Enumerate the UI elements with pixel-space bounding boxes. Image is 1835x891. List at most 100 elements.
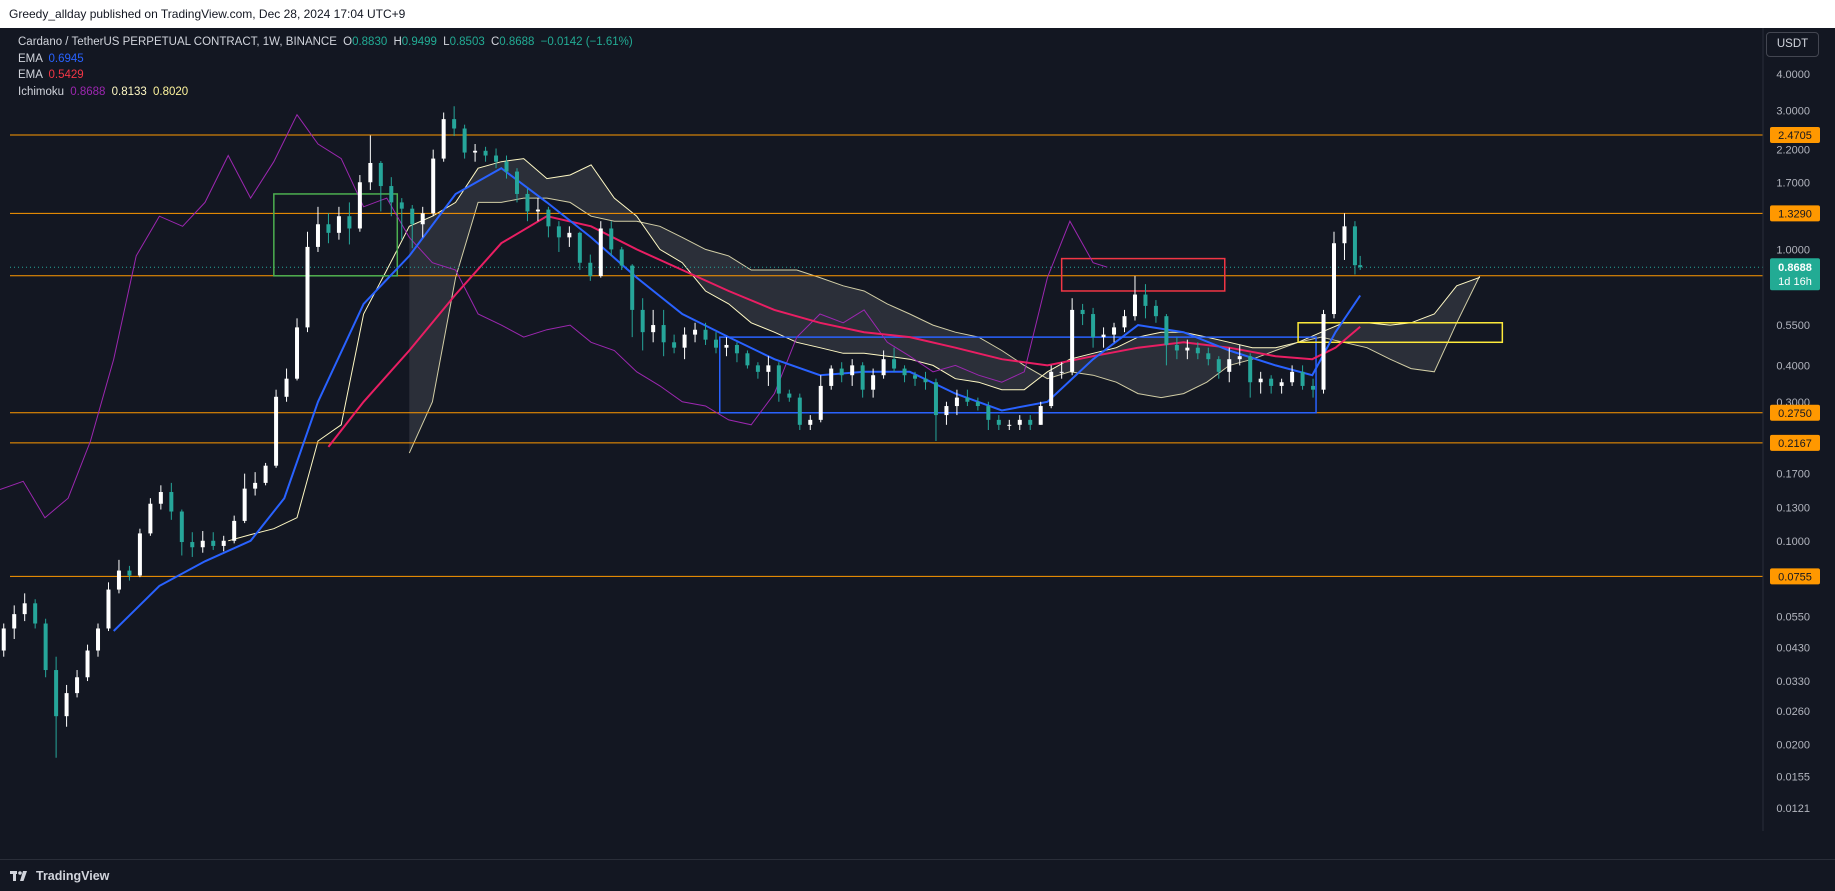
candle[interactable] [776, 362, 781, 402]
blue-zone-box[interactable] [718, 336, 1317, 414]
candle[interactable] [200, 531, 205, 553]
candle[interactable] [661, 309, 666, 357]
candle[interactable] [242, 473, 247, 524]
candle[interactable] [1206, 347, 1211, 366]
candle[interactable] [389, 177, 394, 217]
candle[interactable] [630, 264, 635, 338]
candle[interactable] [378, 161, 383, 212]
candle[interactable] [452, 106, 457, 137]
ema-fast-line[interactable] [112, 167, 1362, 632]
candle[interactable] [336, 206, 341, 240]
candle[interactable] [1070, 298, 1075, 376]
candle[interactable] [965, 389, 970, 407]
candle[interactable] [755, 362, 760, 379]
candle[interactable] [818, 375, 823, 423]
candle[interactable] [902, 365, 907, 383]
candle[interactable] [933, 378, 938, 441]
candle[interactable] [577, 231, 582, 270]
candle[interactable] [797, 393, 802, 430]
candle[interactable] [514, 168, 519, 203]
candle[interactable] [1038, 401, 1043, 425]
candle[interactable] [850, 359, 855, 386]
candle[interactable] [598, 221, 603, 278]
candle[interactable] [399, 198, 404, 240]
candle[interactable] [1311, 378, 1316, 398]
candle[interactable] [871, 368, 876, 398]
legend-ichimoku[interactable]: Ichimoku 0.8688 0.8133 0.8020 [18, 84, 633, 101]
candle[interactable] [975, 397, 980, 411]
yellow-zone-box[interactable] [1297, 322, 1504, 344]
candle[interactable] [640, 298, 645, 351]
legend-ema-fast[interactable]: EMA 0.6945 [18, 51, 633, 68]
candle[interactable] [734, 342, 739, 363]
candle[interactable] [1269, 375, 1274, 394]
candle[interactable] [892, 347, 897, 372]
candle[interactable] [1216, 356, 1221, 379]
candle[interactable] [1112, 322, 1117, 343]
candle[interactable] [986, 401, 991, 430]
candle[interactable] [357, 175, 362, 232]
candle[interactable] [1143, 284, 1148, 319]
candle[interactable] [672, 334, 677, 354]
candle[interactable] [326, 213, 331, 244]
candle[interactable] [441, 112, 446, 162]
candle[interactable] [106, 582, 111, 632]
candle[interactable] [116, 559, 121, 594]
candle[interactable] [1091, 307, 1096, 348]
candle[interactable] [546, 206, 551, 238]
candle[interactable] [1279, 378, 1284, 394]
candle[interactable] [1101, 327, 1106, 348]
candle[interactable] [12, 605, 17, 640]
candle[interactable] [1331, 231, 1336, 319]
candle[interactable] [1321, 309, 1326, 394]
candle[interactable] [462, 124, 467, 159]
candle[interactable] [504, 155, 509, 179]
candle[interactable] [829, 365, 834, 390]
candle[interactable] [1237, 344, 1242, 366]
candle[interactable] [839, 362, 844, 383]
candle[interactable] [494, 148, 499, 169]
candle[interactable] [64, 684, 69, 727]
candle[interactable] [651, 309, 656, 343]
legend-ema-slow[interactable]: EMA 0.5429 [18, 67, 633, 84]
candle[interactable] [923, 371, 928, 390]
candle[interactable] [693, 322, 698, 343]
candle[interactable] [766, 356, 771, 386]
candle[interactable] [588, 254, 593, 281]
candle[interactable] [274, 389, 279, 468]
candle[interactable] [881, 350, 886, 379]
candle[interactable] [96, 623, 101, 657]
candle[interactable] [85, 644, 90, 682]
candle[interactable] [431, 149, 436, 217]
candle[interactable] [1153, 300, 1158, 323]
candle[interactable] [714, 332, 719, 354]
candle[interactable] [473, 144, 478, 162]
candle[interactable] [724, 337, 729, 357]
red-zone-box[interactable] [1060, 257, 1226, 292]
candle[interactable] [619, 246, 624, 270]
candle[interactable] [1358, 255, 1363, 270]
candle[interactable] [148, 498, 153, 536]
candle[interactable] [33, 599, 38, 629]
candle[interactable] [211, 532, 216, 550]
candle[interactable] [1017, 415, 1022, 430]
candle[interactable] [1227, 347, 1232, 383]
candle[interactable] [860, 362, 865, 398]
candle[interactable] [232, 515, 237, 544]
candle[interactable] [75, 670, 80, 698]
candle[interactable] [54, 656, 59, 758]
candle[interactable] [954, 389, 959, 416]
candle[interactable] [1248, 353, 1253, 398]
candle[interactable] [1164, 314, 1169, 366]
candle[interactable] [1290, 365, 1295, 386]
candle[interactable] [263, 462, 268, 486]
candle[interactable] [944, 401, 949, 425]
candle[interactable] [535, 198, 540, 222]
ichimoku-lagging-span[interactable] [0, 113, 1108, 519]
candle[interactable] [169, 482, 174, 520]
candle[interactable] [682, 327, 687, 360]
candle[interactable] [190, 532, 195, 557]
candle[interactable] [347, 202, 352, 245]
candle[interactable] [703, 322, 708, 345]
candle[interactable] [525, 188, 530, 222]
